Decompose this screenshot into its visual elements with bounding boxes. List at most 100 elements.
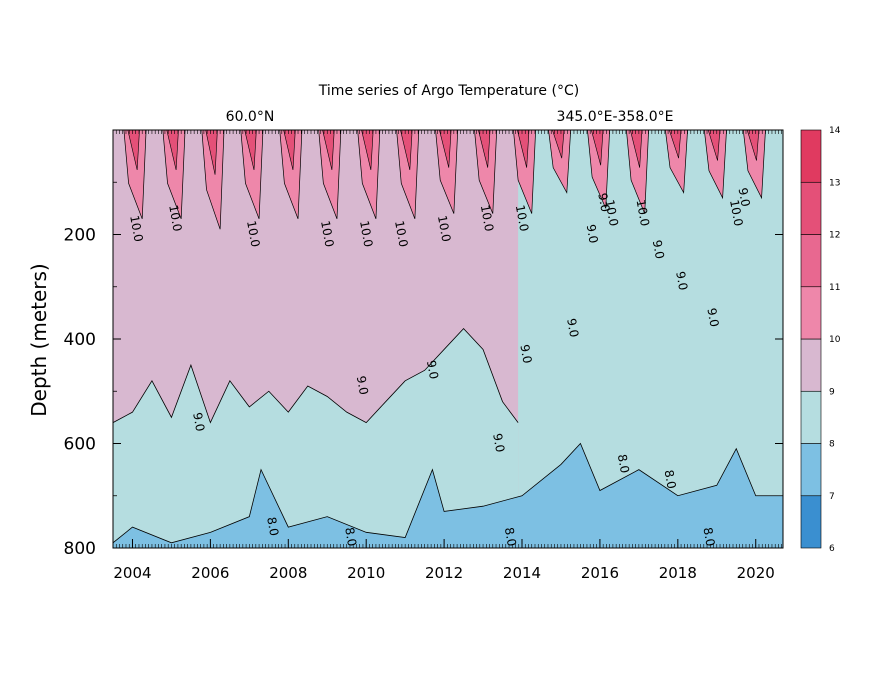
x-tick-label: 2014: [503, 564, 541, 582]
contour-label: 10.0: [435, 214, 453, 243]
y-tick-label: 600: [64, 435, 96, 455]
contour-label: 8.0: [342, 526, 359, 547]
colorbar-segment: [800, 234, 822, 288]
warm-pulse-10C: [396, 130, 420, 219]
warm-pulse-10C: [742, 130, 766, 200]
warm-pulse-10C: [123, 130, 147, 219]
contour-label: 10.0: [634, 199, 652, 228]
warm-pulse-10C: [240, 130, 264, 219]
colorbar-label: 8: [829, 440, 835, 450]
warm-pulse-12C: [591, 130, 604, 166]
contour-label: 10.0: [244, 219, 262, 248]
contour-label: 10.0: [478, 204, 496, 233]
warm-pulse-10C: [201, 130, 225, 230]
colorbar-segment: [800, 181, 822, 235]
colorbar-segment: [800, 338, 822, 392]
contour-label: 9.0: [564, 317, 581, 338]
contour-label: 9.0: [650, 239, 667, 260]
warm-pulse-10C: [626, 130, 649, 214]
colorbar-segment: [800, 495, 822, 549]
x-tick-label: 2004: [113, 564, 151, 582]
colorbar-label: 9: [829, 387, 835, 397]
contour-label: 10.0: [166, 204, 184, 233]
contour-label: 10.0: [127, 214, 145, 243]
contour-label: 9.0: [736, 187, 753, 208]
colorbar-label: 10: [829, 335, 841, 345]
colorbar-label: 11: [829, 283, 840, 293]
contour-label: 9.0: [584, 223, 601, 244]
chart-title: Time series of Argo Temperature (°C): [318, 83, 579, 99]
contour-label: 10.0: [392, 219, 410, 248]
warm-pulse-12C: [517, 130, 530, 168]
contour-label: 10.0: [602, 199, 620, 228]
band-8-9-early: [113, 328, 519, 548]
contour-label: 9.0: [354, 375, 371, 396]
colorbar-label: 12: [829, 231, 840, 241]
warm-pulse-10C: [357, 130, 381, 219]
contour-label: 9.0: [673, 270, 690, 291]
contour-label: 9.0: [490, 432, 507, 453]
colorbar-segment: [800, 390, 822, 444]
warm-pulse-12C: [166, 130, 179, 171]
band-7-8-line: [113, 442, 783, 544]
warm-pulse-12C: [322, 130, 335, 171]
colorbar-label: 6: [829, 544, 835, 554]
x-tick-label: 2020: [737, 564, 775, 582]
contour-label: 8.0: [264, 516, 281, 537]
warm-pulse-10C: [435, 130, 459, 214]
colorbar-segment: [800, 443, 822, 497]
y-tick-label: 800: [64, 539, 96, 559]
x-tick-label: 2006: [191, 564, 229, 582]
x-tick-label: 2012: [425, 564, 463, 582]
warm-pulse-12C: [400, 130, 413, 171]
left-subtitle: 60.0°N: [226, 109, 275, 125]
warm-pulse-12C: [746, 130, 760, 161]
contour-label: 10.0: [318, 219, 336, 248]
x-tick-label: 2018: [659, 564, 697, 582]
warm-pulse-12C: [668, 130, 682, 159]
contour-label: 10.0: [727, 199, 745, 228]
warm-pulse-10C: [279, 130, 303, 219]
warm-pulse-12C: [478, 130, 491, 168]
warm-pulse-12C: [205, 130, 218, 175]
y-tick-label: 400: [64, 330, 96, 350]
warm-pulse-10C: [474, 130, 498, 214]
contour-label: 8.0: [700, 526, 717, 547]
y-axis-label: Depth (meters): [27, 263, 51, 416]
warm-pulse-12C: [707, 130, 721, 161]
contour-label: 10.0: [513, 204, 531, 233]
warm-pulse-12C: [439, 130, 452, 168]
colorbar-label: 14: [829, 126, 841, 136]
colorbar-label: 7: [829, 492, 835, 502]
contour-label: 9.0: [704, 307, 721, 328]
warm-pulse-10C: [513, 130, 536, 214]
warm-pulse-12C: [127, 130, 140, 171]
contour-label: 9.0: [424, 359, 441, 380]
warm-pulse-12C: [244, 130, 257, 171]
band-8-9-early-line: [113, 327, 519, 424]
colorbar-label: 13: [829, 178, 840, 188]
warm-pulse-12C: [552, 130, 565, 159]
warm-pulse-10C: [665, 130, 688, 194]
contour-label: 9.0: [190, 411, 207, 432]
contour-label: 8.0: [502, 526, 519, 547]
y-tick-label: 200: [64, 226, 96, 246]
x-tick-label: 2016: [581, 564, 619, 582]
contour-label: 8.0: [662, 469, 679, 490]
contour-label: 8.0: [615, 453, 632, 474]
right-subtitle: 345.0°E-358.0°E: [557, 109, 674, 125]
x-tick-label: 2010: [347, 564, 385, 582]
warm-pulse-10C: [318, 130, 342, 219]
warm-pulse-10C: [703, 130, 727, 200]
contour-label: 10.0: [357, 219, 375, 248]
band-7-8: [113, 443, 783, 548]
contour-label: 9.0: [517, 343, 534, 364]
warm-pulse-10C: [548, 130, 572, 194]
warm-pulse-10C: [162, 130, 186, 219]
warm-pulse-12C: [629, 130, 643, 168]
colorbar-segment: [800, 129, 822, 183]
warm-pulse-12C: [361, 130, 374, 171]
plot-area: [113, 130, 783, 548]
